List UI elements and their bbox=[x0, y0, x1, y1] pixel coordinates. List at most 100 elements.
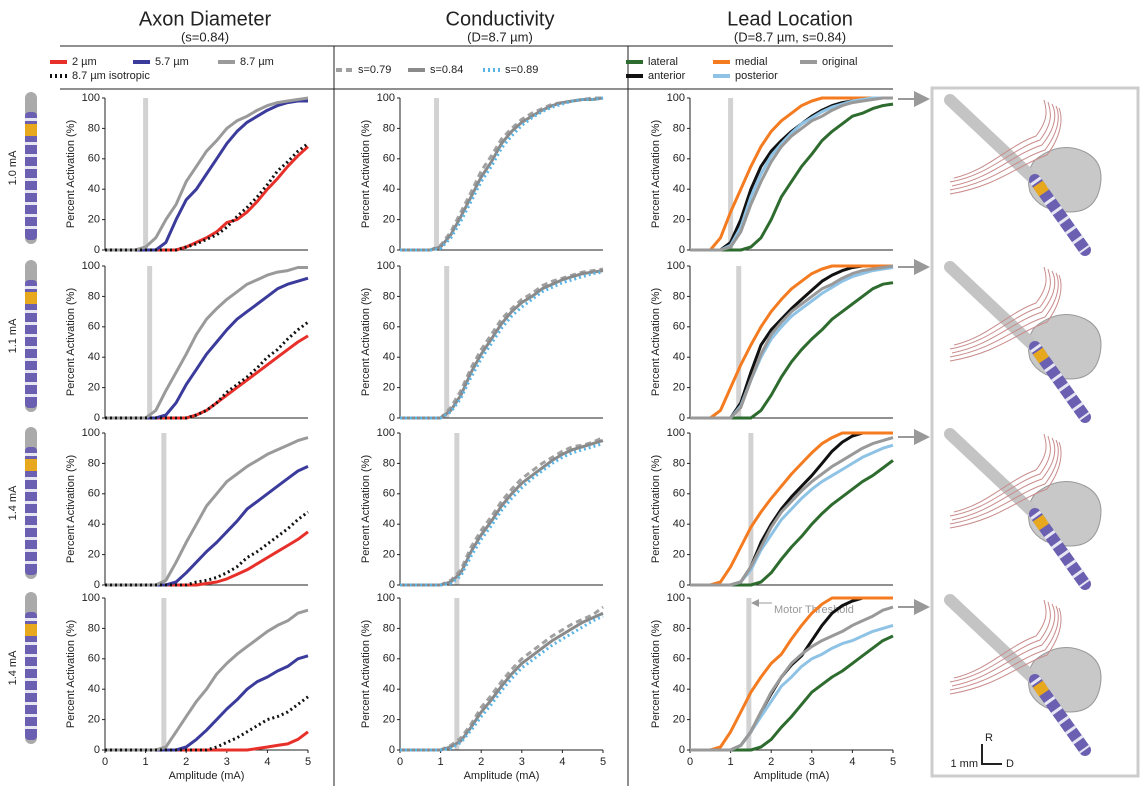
x-tick-label: 2 bbox=[768, 756, 774, 768]
series-line: original bbox=[690, 264, 894, 420]
y-tick-label: 80 bbox=[673, 290, 685, 302]
series-line: 8.7 µm isotropic bbox=[105, 695, 309, 752]
column-title: Lead Location bbox=[727, 8, 853, 30]
y-tick-label: 80 bbox=[673, 122, 685, 134]
legend-label: s=0.89 bbox=[505, 64, 538, 76]
y-tick-label: 40 bbox=[383, 518, 395, 530]
tract-image bbox=[950, 600, 1101, 750]
y-tick-label: 40 bbox=[673, 183, 685, 195]
series-line: s=0.89 bbox=[400, 614, 604, 752]
y-tick-label: 60 bbox=[383, 653, 395, 665]
y-tick-label: 40 bbox=[673, 683, 685, 695]
legend-label: medial bbox=[735, 56, 767, 68]
tract-image bbox=[950, 267, 1101, 417]
y-tick-label: 100 bbox=[377, 592, 395, 604]
series-line: original bbox=[690, 96, 893, 252]
y-tick-label: 80 bbox=[88, 290, 100, 302]
y-tick-label: 0 bbox=[389, 244, 395, 256]
series-line: 2 µm bbox=[105, 334, 309, 420]
lead-icon bbox=[25, 260, 37, 412]
series-line: 8.7 µm bbox=[105, 608, 309, 752]
series-line: original bbox=[690, 605, 894, 752]
series-line: posterior bbox=[690, 443, 894, 587]
y-tick-label: 20 bbox=[383, 549, 395, 561]
tract-image bbox=[950, 100, 1101, 250]
y-tick-label: 20 bbox=[673, 714, 685, 726]
y-tick-label: 100 bbox=[377, 427, 395, 439]
y-tick-label: 0 bbox=[94, 244, 100, 256]
x-tick-label: 4 bbox=[264, 756, 270, 768]
y-tick-label: 60 bbox=[88, 488, 100, 500]
y-axis-label: Percent Activation (%) bbox=[360, 288, 372, 396]
series-line: posterior bbox=[690, 96, 893, 252]
column-title: Conductivity bbox=[446, 8, 555, 30]
series-line: s=0.89 bbox=[400, 270, 604, 420]
y-tick-label: 100 bbox=[667, 260, 685, 272]
y-tick-label: 40 bbox=[88, 683, 100, 695]
y-tick-label: 60 bbox=[88, 153, 100, 165]
y-tick-label: 40 bbox=[88, 351, 100, 363]
row-label: 1.0 mA bbox=[7, 150, 19, 186]
y-tick-label: 80 bbox=[383, 622, 395, 634]
y-axis-label: Percent Activation (%) bbox=[360, 455, 372, 563]
x-tick-label: 5 bbox=[600, 756, 606, 768]
series-line: lateral bbox=[690, 281, 894, 420]
y-tick-label: 0 bbox=[389, 744, 395, 756]
y-tick-label: 100 bbox=[667, 92, 685, 104]
y-tick-label: 40 bbox=[88, 183, 100, 195]
y-axis-label: Percent Activation (%) bbox=[65, 288, 77, 396]
series-line: s=0.89 bbox=[400, 442, 604, 587]
y-tick-label: 20 bbox=[673, 382, 685, 394]
y-tick-label: 0 bbox=[94, 579, 100, 591]
x-tick-label: 0 bbox=[397, 756, 403, 768]
legend-label: 5.7 µm bbox=[155, 56, 189, 68]
series-line: medial bbox=[690, 431, 893, 587]
row-label: 1.4 mA bbox=[7, 650, 19, 686]
series-line: 5.7 µm bbox=[105, 276, 309, 420]
y-tick-label: 40 bbox=[383, 351, 395, 363]
y-tick-label: 80 bbox=[383, 122, 395, 134]
y-tick-label: 100 bbox=[667, 592, 685, 604]
legend-label: posterior bbox=[735, 70, 778, 82]
y-tick-label: 60 bbox=[673, 488, 685, 500]
scale-label: R bbox=[985, 732, 993, 744]
x-tick-label: 3 bbox=[809, 756, 815, 768]
series-line: s=0.84 bbox=[400, 439, 604, 587]
y-tick-label: 100 bbox=[667, 427, 685, 439]
x-axis-label: Amplitude (mA) bbox=[464, 770, 540, 782]
x-tick-label: 5 bbox=[890, 756, 896, 768]
y-tick-label: 100 bbox=[82, 592, 100, 604]
column-subtitle: (s=0.84) bbox=[181, 29, 229, 44]
y-tick-label: 60 bbox=[88, 321, 100, 333]
y-axis-label: Percent Activation (%) bbox=[65, 455, 77, 563]
x-tick-label: 0 bbox=[687, 756, 693, 768]
y-tick-label: 20 bbox=[88, 549, 100, 561]
y-tick-label: 100 bbox=[377, 92, 395, 104]
column-title: Axon Diameter bbox=[139, 8, 272, 30]
scale-bar bbox=[981, 744, 1002, 765]
y-axis-label: Percent Activation (%) bbox=[65, 120, 77, 228]
x-tick-label: 1 bbox=[143, 756, 149, 768]
y-tick-label: 0 bbox=[94, 744, 100, 756]
y-tick-label: 60 bbox=[383, 321, 395, 333]
lead-icon bbox=[25, 427, 37, 579]
y-tick-label: 100 bbox=[82, 260, 100, 272]
y-tick-label: 40 bbox=[383, 683, 395, 695]
series-line: 8.7 µm bbox=[105, 96, 309, 252]
series-line: 5.7 µm bbox=[105, 99, 308, 252]
series-line: 8.7 µm bbox=[105, 266, 308, 420]
series-line: 5.7 µm bbox=[105, 654, 309, 752]
y-tick-label: 20 bbox=[673, 214, 685, 226]
series-line: medial bbox=[690, 596, 893, 752]
y-tick-label: 60 bbox=[383, 488, 395, 500]
x-tick-label: 2 bbox=[478, 756, 484, 768]
y-tick-label: 60 bbox=[383, 153, 395, 165]
y-tick-label: 80 bbox=[383, 290, 395, 302]
legend-label: 8.7 µm bbox=[240, 56, 274, 68]
y-tick-label: 20 bbox=[88, 714, 100, 726]
y-tick-label: 0 bbox=[94, 412, 100, 424]
series-line: medial bbox=[690, 96, 893, 252]
series-line: s=0.79 bbox=[400, 267, 604, 420]
legend-label: s=0.84 bbox=[430, 64, 463, 76]
